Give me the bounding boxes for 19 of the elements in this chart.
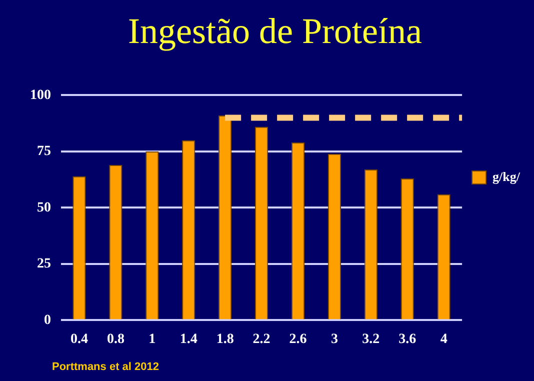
x-tick-label: 2.2 (252, 332, 270, 348)
chart-title: Ingestão de Proteína (128, 11, 422, 52)
x-tick-label: 2.6 (289, 332, 307, 348)
x-tick-label: 3 (330, 332, 338, 348)
x-tick-label: 0.8 (106, 332, 124, 348)
y-tick-label: 100 (30, 88, 51, 103)
y-tick-label: 50 (37, 200, 51, 216)
x-tick-label: 1 (148, 332, 156, 348)
y-tick-label: 25 (37, 256, 51, 272)
x-tick-label: 3.6 (398, 332, 416, 348)
y-tick-label: 0 (44, 312, 51, 328)
x-tick-label: 3.2 (362, 332, 380, 348)
x-tick-label: 1.4 (180, 332, 198, 348)
x-tick-label: 4 (440, 332, 448, 348)
legend-label: g/kg/ (492, 168, 520, 184)
x-tick-label: 0.4 (70, 332, 88, 348)
x-tick-label: 1.8 (216, 332, 234, 348)
text: Porttmans et al 2012 (52, 361, 159, 373)
y-tick-label: 75 (37, 144, 51, 160)
